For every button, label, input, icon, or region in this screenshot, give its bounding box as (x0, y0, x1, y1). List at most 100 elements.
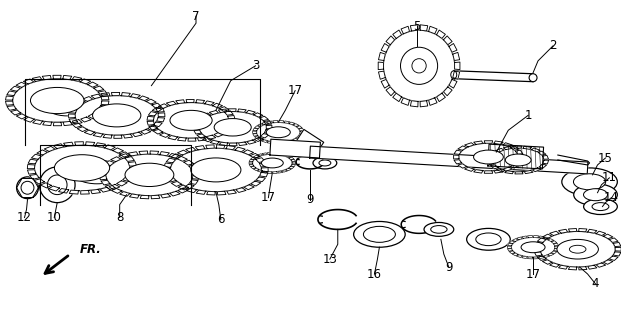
Ellipse shape (505, 154, 531, 166)
Polygon shape (54, 122, 62, 126)
Polygon shape (101, 93, 110, 97)
Ellipse shape (529, 74, 537, 82)
Polygon shape (505, 171, 514, 174)
Text: FR.: FR. (80, 243, 102, 256)
Polygon shape (552, 251, 557, 254)
Ellipse shape (474, 150, 504, 164)
Polygon shape (88, 114, 99, 119)
Polygon shape (453, 71, 460, 79)
Polygon shape (504, 146, 512, 149)
Polygon shape (517, 255, 522, 258)
Ellipse shape (562, 168, 617, 196)
Polygon shape (253, 128, 258, 131)
Polygon shape (227, 190, 236, 194)
Polygon shape (260, 172, 268, 177)
Polygon shape (251, 166, 256, 169)
Polygon shape (453, 52, 460, 60)
Text: 17: 17 (525, 268, 540, 281)
Polygon shape (458, 164, 467, 168)
Polygon shape (129, 167, 137, 171)
Polygon shape (603, 234, 613, 239)
Ellipse shape (511, 237, 555, 257)
Polygon shape (543, 160, 548, 164)
Polygon shape (474, 141, 483, 144)
Polygon shape (186, 100, 194, 103)
Polygon shape (539, 236, 545, 238)
Polygon shape (153, 122, 162, 127)
Polygon shape (190, 180, 198, 184)
Polygon shape (293, 138, 299, 141)
Polygon shape (284, 121, 290, 123)
Polygon shape (130, 94, 140, 98)
Polygon shape (488, 161, 494, 164)
Ellipse shape (106, 154, 193, 196)
Polygon shape (444, 36, 452, 45)
Polygon shape (69, 109, 77, 113)
Polygon shape (120, 192, 130, 196)
Polygon shape (532, 148, 540, 152)
Polygon shape (71, 104, 80, 109)
Polygon shape (291, 164, 296, 166)
Ellipse shape (75, 96, 158, 135)
Polygon shape (129, 162, 137, 166)
Polygon shape (454, 155, 459, 159)
Polygon shape (558, 229, 568, 233)
Polygon shape (596, 263, 606, 267)
Polygon shape (11, 86, 21, 91)
Polygon shape (249, 162, 253, 164)
Polygon shape (80, 117, 91, 122)
Polygon shape (184, 160, 193, 165)
Polygon shape (146, 99, 156, 104)
Polygon shape (535, 243, 542, 246)
Polygon shape (205, 101, 214, 105)
Polygon shape (244, 185, 254, 190)
Polygon shape (512, 253, 518, 256)
Polygon shape (187, 188, 197, 193)
Polygon shape (167, 101, 176, 106)
Polygon shape (260, 163, 268, 167)
Polygon shape (267, 141, 273, 144)
Polygon shape (273, 142, 278, 144)
Text: 14: 14 (604, 191, 619, 204)
Polygon shape (157, 118, 165, 122)
Ellipse shape (47, 175, 67, 195)
Polygon shape (514, 146, 522, 148)
Polygon shape (206, 135, 216, 140)
Polygon shape (31, 154, 41, 159)
Polygon shape (246, 110, 255, 114)
Text: 5: 5 (413, 20, 421, 33)
Polygon shape (579, 267, 587, 270)
Polygon shape (455, 62, 460, 69)
Ellipse shape (521, 242, 545, 253)
Polygon shape (109, 184, 120, 189)
Ellipse shape (154, 102, 229, 138)
Ellipse shape (12, 79, 102, 122)
Polygon shape (101, 101, 109, 105)
Polygon shape (151, 195, 160, 199)
Polygon shape (254, 113, 263, 117)
Polygon shape (558, 155, 590, 165)
Polygon shape (539, 151, 546, 155)
Polygon shape (41, 183, 51, 188)
Polygon shape (236, 188, 246, 192)
Ellipse shape (21, 181, 34, 194)
Ellipse shape (253, 154, 292, 172)
Polygon shape (160, 152, 169, 156)
Polygon shape (429, 98, 437, 105)
Ellipse shape (261, 158, 283, 168)
Ellipse shape (583, 189, 608, 201)
Polygon shape (454, 160, 462, 164)
Polygon shape (507, 249, 512, 251)
Ellipse shape (72, 160, 122, 184)
Polygon shape (147, 116, 154, 120)
Polygon shape (194, 130, 202, 134)
Polygon shape (163, 163, 172, 167)
Polygon shape (82, 97, 93, 101)
Polygon shape (509, 241, 515, 244)
Polygon shape (544, 255, 550, 258)
Ellipse shape (492, 148, 544, 172)
Polygon shape (161, 194, 170, 198)
Polygon shape (28, 159, 37, 164)
Polygon shape (534, 247, 540, 251)
Polygon shape (568, 267, 577, 270)
